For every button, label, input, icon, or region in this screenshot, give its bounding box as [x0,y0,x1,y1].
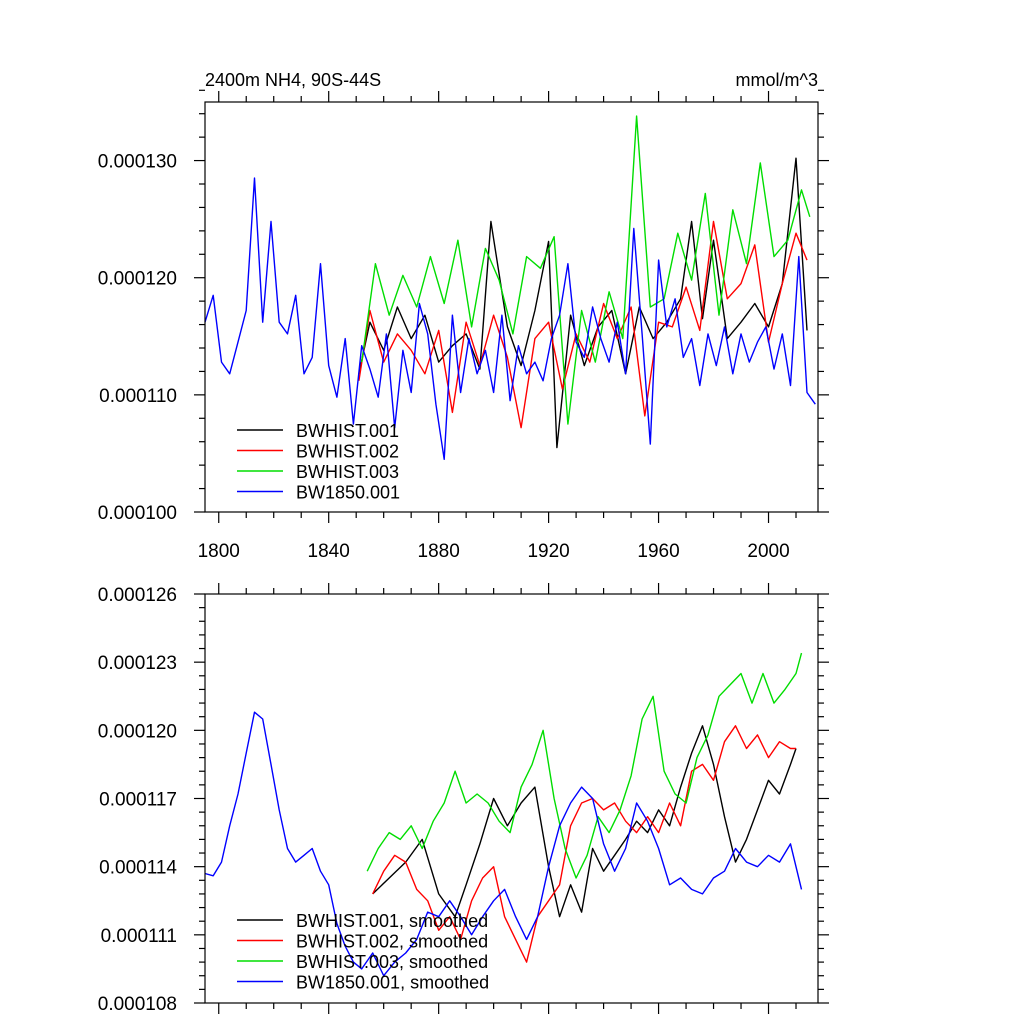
plot-frame [204,101,819,513]
legend-label: BWHIST.001 [296,421,399,441]
legend-label: BW1850.001 [296,483,400,503]
y-tick-label: 0.000120 [98,721,177,742]
top-panel: 1800 1840 1880 1920 1960 2000 0.000100 0.000110… [98,70,829,562]
x-tick-label: 2000 [747,541,789,562]
bottom-panel: 0.000108 0.000111 0.000114 0.000117 0.000120… [98,583,829,1015]
units-label: mmol/m^3 [736,70,818,90]
legend-label: BW1850.001, smoothed [296,973,489,993]
x-tick-label: 1880 [418,541,460,562]
y-tick-label: 0.000117 [99,790,177,811]
series-group [204,652,803,977]
series-line-2 [358,220,808,429]
legend-label: BWHIST.001, smoothed [296,911,488,931]
y-tick-label: 0.000110 [99,386,177,407]
x-tick-label: 1920 [527,541,569,562]
y-tick-label: 0.000111 [101,926,177,947]
legend-label: BWHIST.003 [296,462,399,482]
x-axis [218,583,797,1014]
legend-label: BWHIST.003, smoothed [296,952,488,972]
series-line-1 [358,157,808,449]
series-line-3 [361,115,811,425]
chart-title: 2400m NH4, 90S-44S [205,70,381,90]
series-line-4 [204,711,803,977]
y-tick-label: 0.000130 [98,152,177,173]
series-line-3 [366,652,803,879]
legend-label: BWHIST.002, smoothed [296,932,488,952]
y-tick-label: 0.000108 [98,994,177,1015]
y-tick-label: 0.000100 [98,503,177,524]
series-group [204,115,816,460]
x-tick-label: 1960 [637,541,679,562]
y-tick-label: 0.000123 [98,653,177,674]
y-tick-label: 0.000114 [99,858,177,879]
x-tick-label: 1800 [198,541,240,562]
x-axis: 1800 1840 1880 1920 1960 2000 [198,91,797,562]
legend-label: BWHIST.002 [296,442,399,462]
y-axis: 0.000108 0.000111 0.000114 0.000117 0.000120… [98,585,829,1015]
series-line-2 [372,725,796,963]
y-axis: 0.000100 0.000110 0.000120 0.000130 [98,89,829,524]
x-tick-label: 1840 [308,541,350,562]
series-line-1 [372,725,797,918]
y-tick-label: 0.000126 [98,585,177,606]
y-tick-label: 0.000120 [98,269,177,290]
series-line-4 [204,177,816,460]
